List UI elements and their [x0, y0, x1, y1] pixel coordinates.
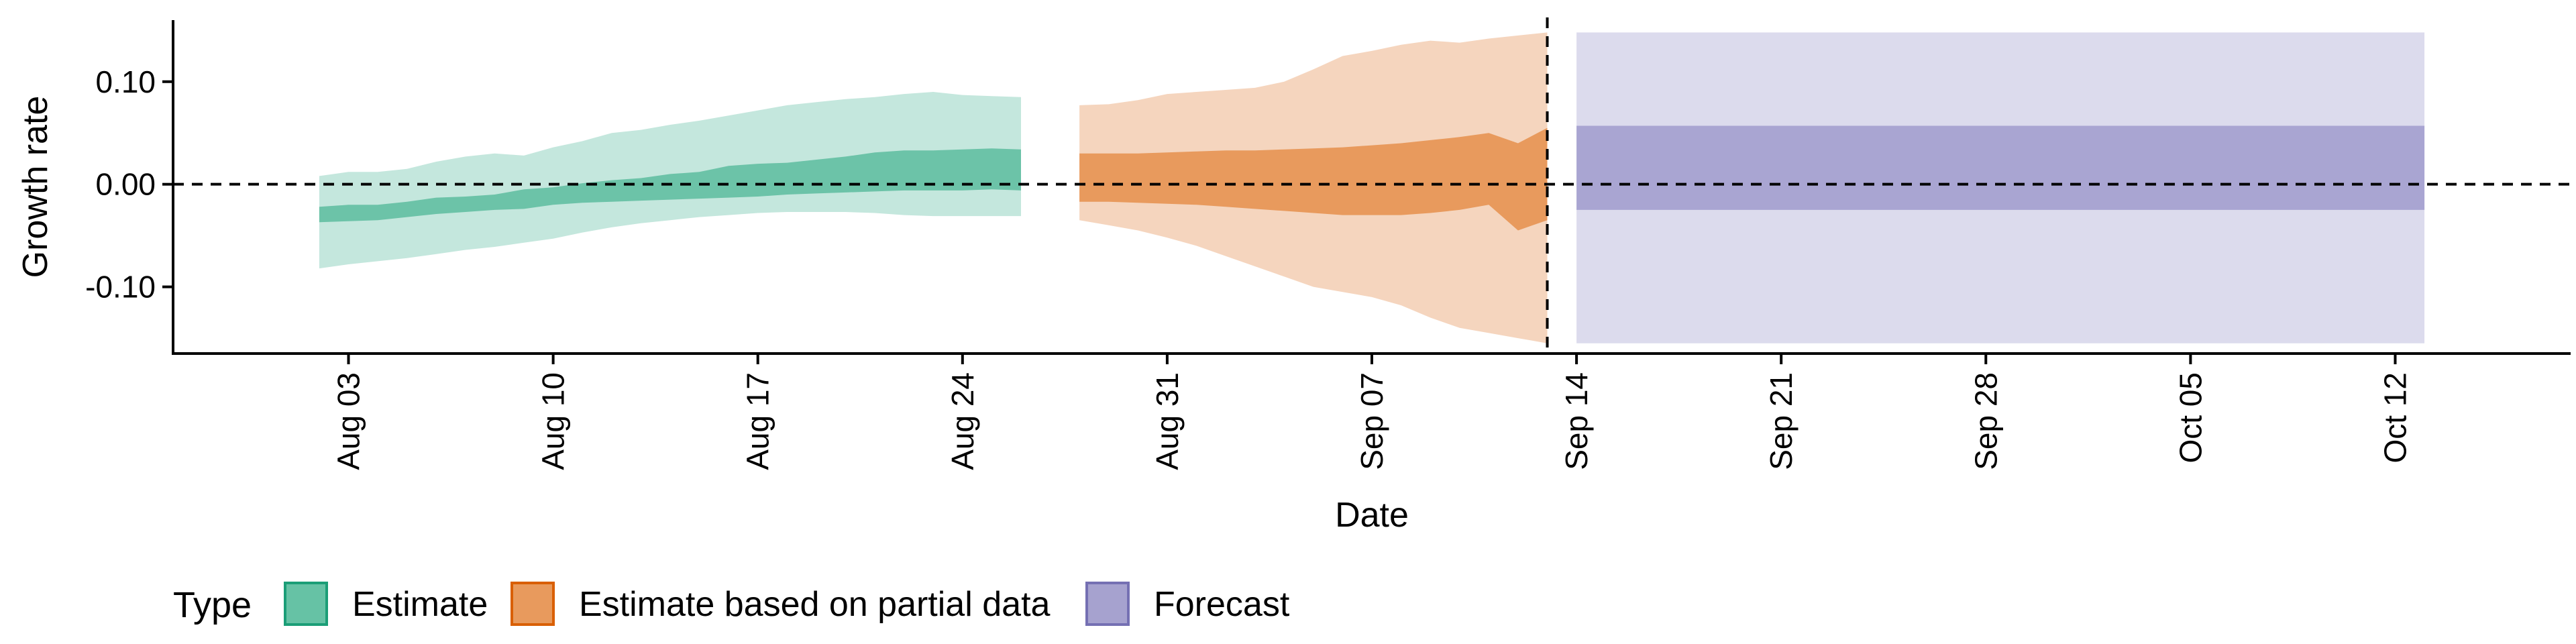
- legend-key: [1085, 582, 1130, 626]
- x-tick-label: Aug 24: [945, 372, 980, 470]
- y-axis-label: Growth rate: [16, 96, 55, 278]
- legend-label: Estimate: [352, 585, 488, 624]
- series-bands: [319, 32, 2425, 343]
- legend-item: Estimate: [284, 582, 488, 626]
- x-tick-label: Aug 10: [536, 372, 571, 470]
- x-tick-label: Aug 17: [741, 372, 775, 470]
- series-estimate-based-on-partial-data: [1079, 32, 1548, 343]
- series-inner-band: [1576, 125, 2425, 210]
- x-tick-label: Oct 12: [2377, 372, 2412, 464]
- x-axis-label: Date: [1335, 496, 1409, 535]
- legend-title: Type: [173, 585, 252, 625]
- legend-item: Estimate based on partial data: [511, 582, 1051, 626]
- legend: Type Estimate Estimate based on partial d…: [173, 582, 1290, 626]
- x-tick-label: Sep 07: [1354, 372, 1389, 470]
- legend-key: [284, 582, 328, 626]
- y-tick-label: -0.10: [85, 270, 156, 305]
- legend-label: Estimate based on partial data: [579, 585, 1051, 624]
- x-tick-label: Aug 03: [331, 372, 366, 470]
- x-tick-label: Aug 31: [1150, 372, 1185, 470]
- y-tick-label: 0.10: [95, 64, 156, 99]
- axes: 0.10 0.00 -0.10 Aug 03 Aug 10 Aug 17 Aug 24 Aug…: [85, 20, 2571, 470]
- x-tick-label: Oct 05: [2173, 372, 2208, 464]
- legend-item: Forecast: [1085, 582, 1290, 626]
- series-inner-band: [1079, 127, 1548, 231]
- legend-label: Forecast: [1154, 585, 1290, 624]
- x-tick-label: Sep 21: [1764, 372, 1799, 470]
- x-tick-label: Sep 28: [1968, 372, 2003, 470]
- series-estimate: [319, 92, 1021, 269]
- legend-key: [511, 582, 555, 626]
- series-forecast: [1576, 32, 2425, 343]
- y-tick-label: 0.00: [95, 167, 156, 202]
- x-tick-label: Sep 14: [1559, 372, 1594, 470]
- reference-lines: [173, 17, 2571, 354]
